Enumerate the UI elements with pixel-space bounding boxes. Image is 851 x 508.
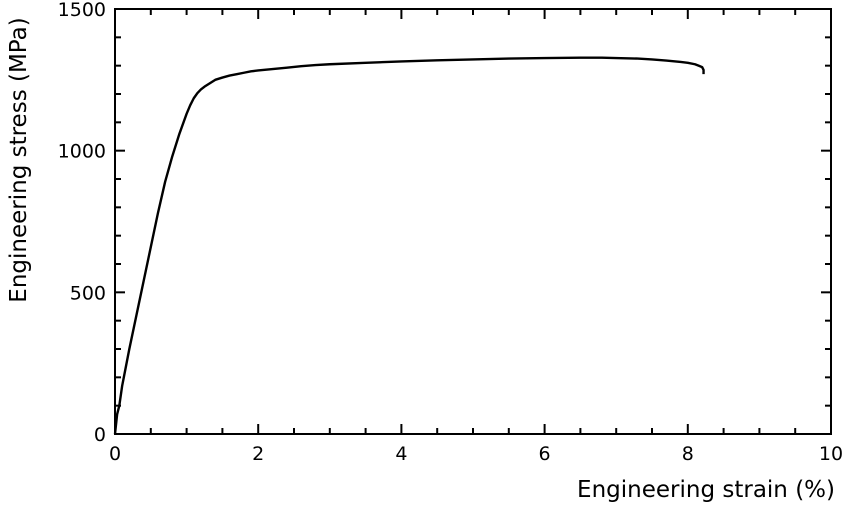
- x-tick-label: 2: [252, 443, 264, 465]
- x-tick-label: 8: [682, 443, 694, 465]
- x-tick-label: 10: [819, 443, 843, 465]
- x-tick-label: 6: [539, 443, 551, 465]
- y-tick-label: 1000: [58, 141, 106, 163]
- axis-ticks: [114, 8, 832, 435]
- plot-series: [113, 56, 705, 435]
- y-tick-label: 500: [70, 282, 106, 304]
- y-tick-label: 0: [94, 424, 106, 446]
- axis-frame: [114, 8, 832, 435]
- x-tick-label: 4: [395, 443, 407, 465]
- plot-frame: [114, 8, 832, 435]
- y-axis-title: Engineering stress (MPa): [6, 17, 32, 302]
- axis-tick-labels: 0 2 4 6 8 10 0 500 1000 1500: [58, 0, 843, 465]
- stress-strain-curve: [113, 56, 705, 435]
- y-tick-label: 1500: [58, 0, 106, 21]
- x-axis-title: Engineering strain (%): [577, 477, 835, 503]
- x-tick-label: 0: [109, 443, 121, 465]
